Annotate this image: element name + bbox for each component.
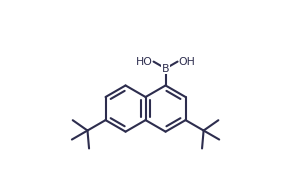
Text: HO: HO [136,57,153,67]
Text: OH: OH [178,57,195,67]
Text: B: B [162,64,169,73]
